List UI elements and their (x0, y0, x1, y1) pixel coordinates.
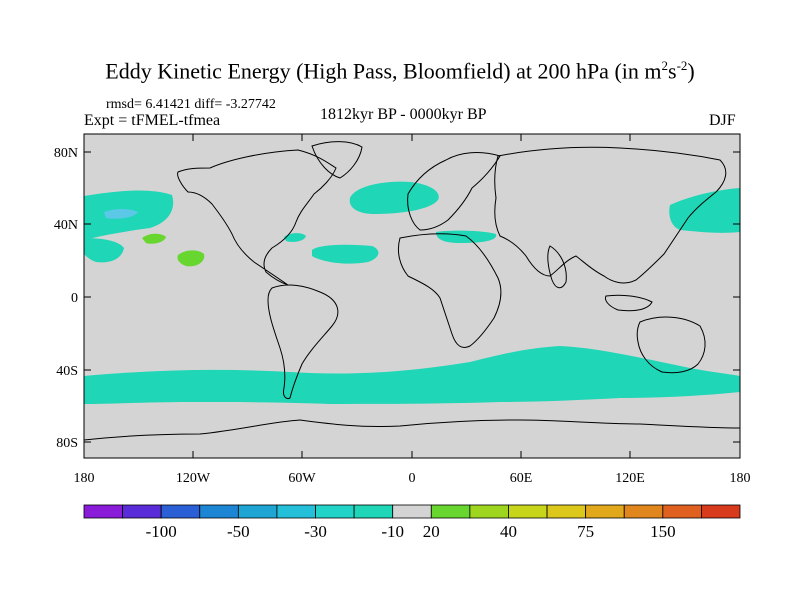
season-label: DJF (709, 112, 736, 129)
latitude-axis: 80N 40N 0 40S 80S (54, 146, 740, 451)
lon-tick-label: 60E (510, 471, 533, 486)
lat-tick-label: 40N (54, 218, 78, 233)
coast-maritime-se-asia (605, 294, 653, 312)
colorbar-label: 150 (650, 522, 676, 541)
colorbar-label: -50 (227, 522, 250, 541)
anomaly-north-pacific-east (669, 188, 740, 233)
chart-title: Eddy Kinetic Energy (High Pass, Bloomfie… (105, 58, 695, 84)
lon-tick-label: 60W (288, 471, 316, 486)
anomaly-regions-neg10 (84, 181, 740, 404)
lon-tick-label: 180 (730, 471, 751, 486)
colorbar-swatch (237, 504, 278, 519)
colorbar-swatch (160, 504, 201, 519)
coastlines (84, 141, 740, 441)
colorbar-swatch (353, 504, 394, 519)
colorbar-swatch (585, 504, 625, 519)
anomaly-north-atlantic (349, 181, 439, 214)
rmsd-diff-stats: rmsd= 6.41421 diff= -3.27742 (106, 97, 276, 112)
coast-africa (397, 233, 502, 348)
anomaly-pacific-core (104, 209, 138, 219)
coast-australia (636, 316, 706, 374)
lon-tick-label: 120E (615, 471, 645, 486)
lon-tick-label: 120W (176, 471, 211, 486)
anomaly-central-pacific (84, 238, 124, 263)
anomaly-southern-ocean (84, 346, 740, 404)
lon-tick-label: 0 (409, 471, 416, 486)
colorbar-swatch (546, 504, 587, 519)
lat-tick-label: 80N (54, 146, 78, 161)
colorbar-swatch (276, 504, 316, 519)
colorbar: -100 -50 -30 -10 20 40 75 150 (83, 504, 741, 541)
anomaly-nw-atlantic-small (284, 233, 306, 242)
lon-tick-label: 180 (74, 471, 95, 486)
colorbar-swatch (469, 504, 509, 519)
colorbar-label: 40 (500, 522, 517, 541)
lat-tick-label: 40S (56, 364, 78, 379)
colorbar-swatch (83, 504, 123, 519)
lat-tick-label: 0 (71, 291, 78, 306)
experiment-label: Expt = tFMEL-tfmea (84, 112, 221, 129)
time-period-label: 1812kyr BP - 0000kyr BP (320, 106, 487, 123)
colorbar-label: -30 (304, 522, 327, 541)
colorbar-swatch (430, 504, 471, 519)
colorbar-swatch (508, 504, 548, 519)
colorbar-label: 20 (423, 522, 440, 541)
colorbar-swatch (199, 504, 239, 519)
coast-europe (407, 152, 501, 231)
anomaly-mid-atlantic (312, 244, 379, 264)
anomaly-regions-neg30 (104, 209, 138, 219)
coast-asia (494, 146, 727, 284)
colorbar-label: -100 (146, 522, 177, 541)
colorbar-swatch (701, 504, 741, 519)
coast-north-america (177, 149, 337, 286)
colorbar-label: 75 (577, 522, 594, 541)
colorbar-label: -10 (381, 522, 404, 541)
lat-tick-label: 80S (56, 436, 78, 451)
coast-south-america (267, 284, 339, 399)
longitude-axis: 180 120W 60W 0 60E 120E 180 (74, 134, 751, 486)
anomaly-positive-2 (177, 250, 205, 267)
coast-greenland (311, 141, 363, 179)
colorbar-swatch (392, 504, 432, 519)
coast-india (547, 245, 567, 289)
coast-antarctica (84, 419, 740, 441)
anomaly-positive-1 (142, 233, 166, 244)
colorbar-swatch (315, 504, 355, 519)
colorbar-swatch (122, 504, 162, 519)
colorbar-swatch (662, 504, 702, 519)
anomaly-regions-pos20 (142, 233, 205, 267)
colorbar-swatch (623, 504, 664, 519)
